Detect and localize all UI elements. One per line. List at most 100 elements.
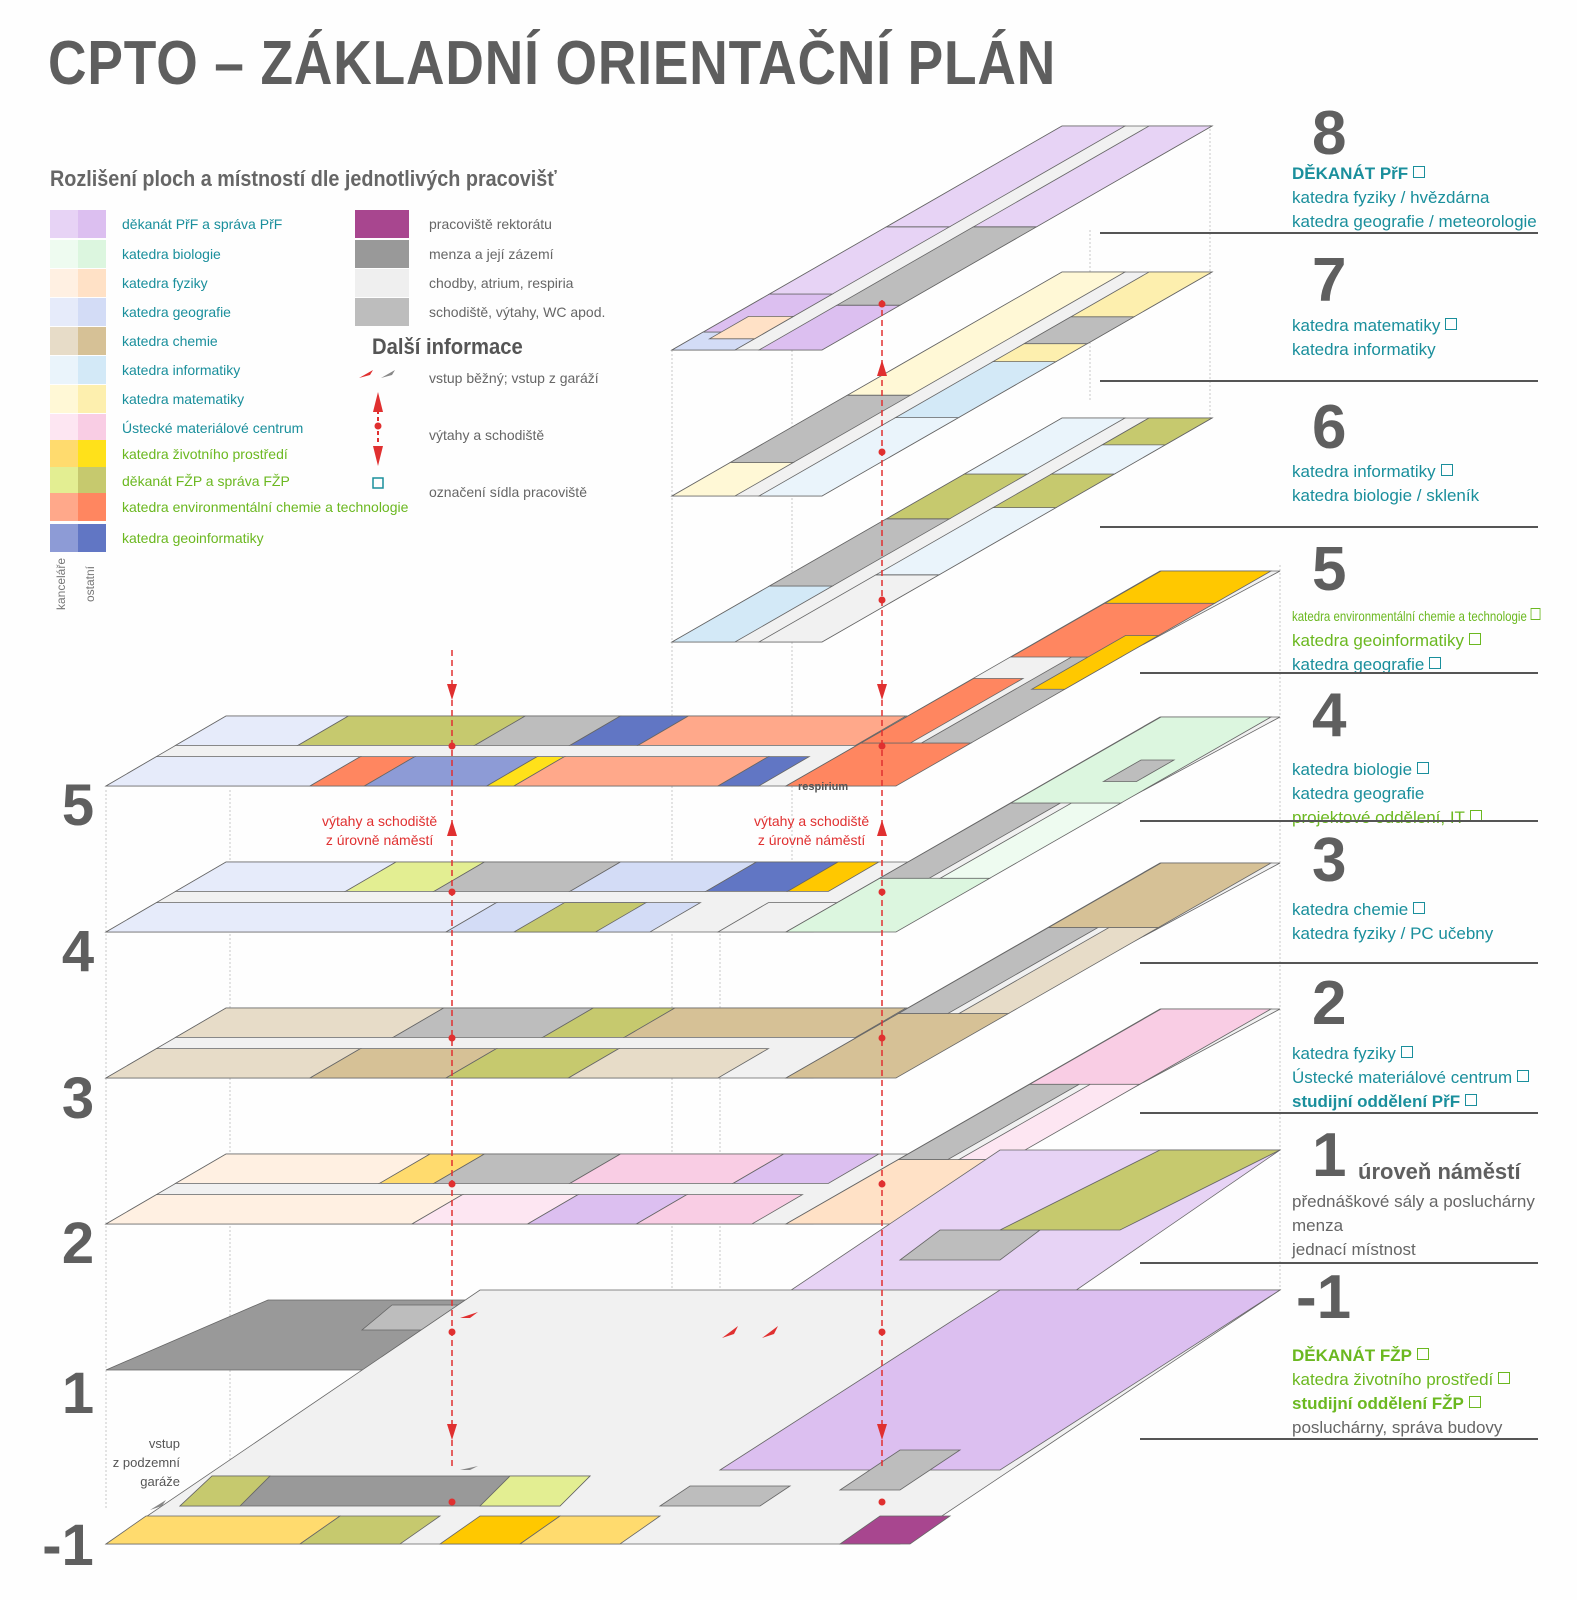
floor-minus1-room <box>104 1515 342 1545</box>
floor-divider <box>1140 1262 1538 1264</box>
floor-divider <box>1100 526 1538 528</box>
legend-swatch-other <box>78 210 106 238</box>
floor-tenant-text: katedra informatiky <box>1292 462 1436 481</box>
floor-minus1-room <box>518 1515 662 1545</box>
floor-6-slab-room <box>1100 417 1214 446</box>
legend-swatch <box>355 240 409 268</box>
legend-swatch <box>355 269 409 297</box>
floor-tenant-text: katedra geoinformatiky <box>1292 631 1464 650</box>
elevator-arrow-icon <box>373 392 383 466</box>
seat-marker-icon <box>1465 1094 1478 1106</box>
stairs-label-right: výtahy a schodiště z úrovně náměstí <box>754 812 869 850</box>
floor-5-wing-room <box>1103 570 1273 604</box>
stair-arrow-icon <box>877 1424 887 1440</box>
legend-label: děkanát FŽP a správa FŽP <box>122 473 290 489</box>
floor-divider <box>1140 1438 1538 1440</box>
square-marker-icon <box>372 477 384 489</box>
floor-6-slab-room <box>963 417 1127 475</box>
floor-number: 7 <box>1312 246 1347 315</box>
floor-3-room <box>566 1048 770 1079</box>
level-label-4: 4 <box>61 919 95 984</box>
floor-tenant-text: katedra geografie <box>1292 655 1425 674</box>
floor-tenant: katedra chemie <box>1292 898 1426 921</box>
floor-tenant: menza <box>1292 1214 1343 1237</box>
floor-tenant-text: DĚKANÁT FŽP <box>1292 1346 1412 1365</box>
floor-number: 1 <box>1312 1121 1347 1190</box>
entrance-arrow-icon <box>722 1326 738 1338</box>
stair-dot <box>878 1328 886 1336</box>
legend-label: katedra geografie <box>122 304 231 320</box>
legend-swatch-other <box>78 414 106 442</box>
stairs-label-right-line1: výtahy a schodiště <box>754 813 870 829</box>
stair-dot <box>448 1180 456 1188</box>
floor-suffix: úroveň náměstí <box>1358 1159 1521 1184</box>
stair-arrow-icon <box>877 360 887 376</box>
garage-label-line3: garáže <box>140 1474 180 1489</box>
legend-swatch-offices <box>50 327 78 355</box>
legend-label: schodiště, výtahy, WC apod. <box>429 304 606 320</box>
floor-5-wing-room <box>1030 635 1161 690</box>
floor-1-room <box>999 1149 1281 1231</box>
stair-dot <box>878 596 886 604</box>
legend-swatch-offices <box>50 356 78 384</box>
floor-tenant: studijní oddělení PřF <box>1292 1090 1478 1113</box>
seat-marker-icon <box>1400 1046 1413 1058</box>
legend-label: katedra matematiky <box>122 391 245 407</box>
floor-number: 8 <box>1312 99 1347 168</box>
legend-label: katedra biologie <box>122 246 221 262</box>
floor-tenant-text: katedra biologie / skleník <box>1292 486 1480 505</box>
floor-tenant: DĚKANÁT FŽP <box>1292 1344 1429 1367</box>
stairs-label-right-line2: z úrovně náměstí <box>757 832 866 848</box>
floor-2-room <box>104 1194 464 1225</box>
floor-7-slab-room <box>1022 316 1136 345</box>
seat-marker-icon <box>1517 1070 1530 1082</box>
floor-5-room <box>636 715 908 746</box>
entrance-arrow-icon <box>460 1312 478 1318</box>
floor-tenant-text: katedra informatiky <box>1292 340 1436 359</box>
legend-label: katedra životního prostředí <box>122 446 288 462</box>
floor-tenant-text: katedra fyziky <box>1292 1044 1396 1063</box>
level-label-2: 2 <box>61 1211 95 1276</box>
floor-tenant: katedra matematiky <box>1292 314 1458 337</box>
legend-swatch-offices <box>50 414 78 442</box>
legend-swatch-other <box>78 524 106 552</box>
floor-tenant-text: menza <box>1292 1216 1344 1235</box>
floor-tenant-text: jednací místnost <box>1292 1240 1416 1259</box>
seat-marker-icon <box>1440 464 1453 476</box>
info-stairs-label: výtahy a schodiště <box>429 427 545 443</box>
legend-swatch <box>355 210 409 238</box>
seat-marker-icon <box>1445 318 1458 330</box>
floor-8-slab-room <box>708 315 795 340</box>
floor-8-slab-room <box>885 125 1127 228</box>
legend-swatch-other <box>78 356 106 384</box>
floor-tenant-text: katedra geografie <box>1292 784 1425 803</box>
entrance-arrows-icon <box>359 370 395 378</box>
info-seat-label: označení sídla pracoviště <box>429 484 587 500</box>
legend-swatch-offices <box>50 385 78 413</box>
floor-divider <box>1100 232 1538 234</box>
floor-tenant: katedra geografie <box>1292 653 1442 676</box>
seat-marker-icon <box>1468 633 1481 645</box>
floor-number: 4 <box>1312 681 1347 750</box>
seat-marker-icon <box>1468 1396 1481 1408</box>
floor-tenant-text: katedra chemie <box>1292 900 1409 919</box>
floor-tenant: katedra fyziky <box>1292 1042 1413 1065</box>
floor-minus1-room <box>298 1515 442 1545</box>
legend-swatch-other <box>78 327 106 355</box>
legend-swatch-other <box>78 240 106 268</box>
floor-2-wing-room <box>1028 1008 1273 1085</box>
floor-divider <box>1140 962 1538 964</box>
stair-arrow-icon <box>447 1424 457 1440</box>
seat-marker-icon <box>1530 608 1541 620</box>
stairs-label-left-line2: z úrovně náměstí <box>325 832 434 848</box>
stair-dot <box>878 1180 886 1188</box>
floor-number: 6 <box>1312 393 1347 462</box>
stairs-label-left-line1: výtahy a schodiště <box>322 813 438 829</box>
floor-tenant: katedra environmentální chemie a technol… <box>1292 605 1541 628</box>
legend-swatch-offices <box>50 467 78 495</box>
floor-minus1-room <box>658 1485 792 1507</box>
floor-tenant-text: katedra fyziky / PC učebny <box>1292 924 1494 943</box>
floor-tenant-text: DĚKANÁT PřF <box>1292 164 1409 183</box>
seat-marker-icon <box>1417 762 1430 774</box>
